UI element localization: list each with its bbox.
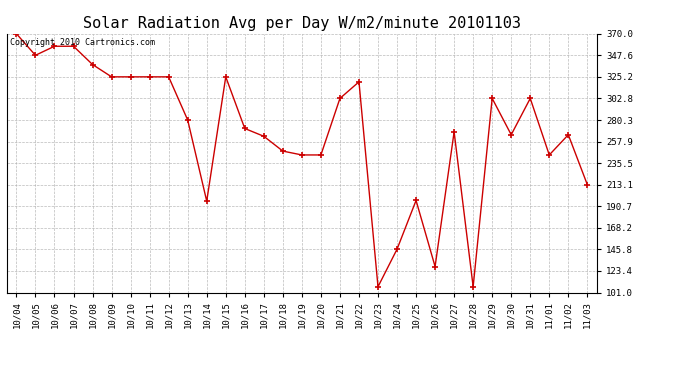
Text: Copyright 2010 Cartronics.com: Copyright 2010 Cartronics.com: [10, 38, 155, 46]
Title: Solar Radiation Avg per Day W/m2/minute 20101103: Solar Radiation Avg per Day W/m2/minute …: [83, 16, 521, 31]
